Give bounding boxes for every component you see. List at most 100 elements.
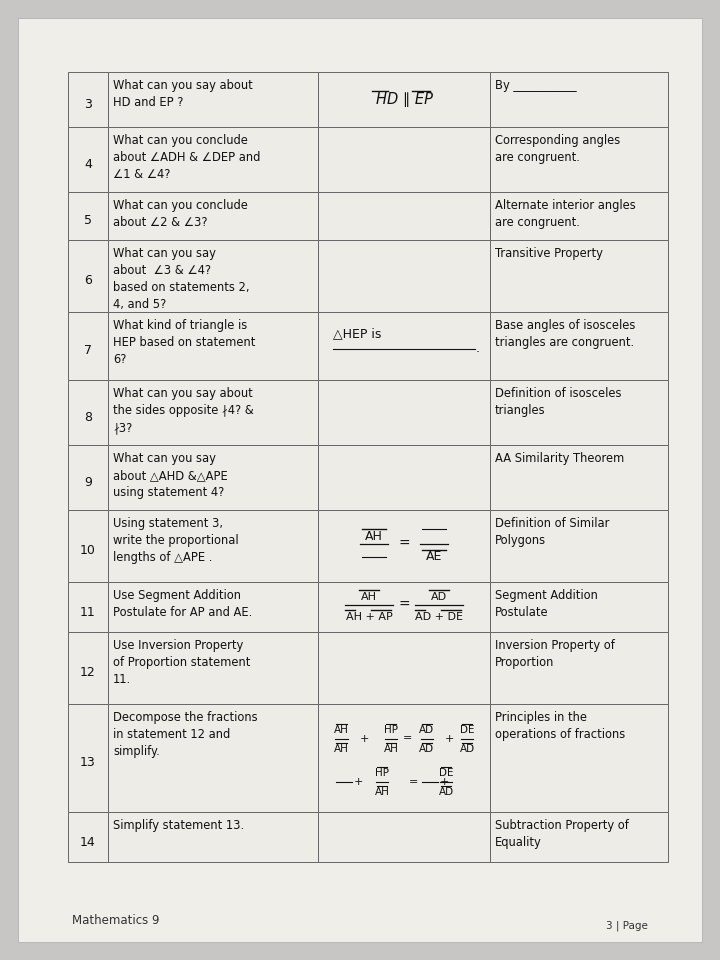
Text: 8: 8 [84,411,92,424]
Text: Simplify statement 13.: Simplify statement 13. [113,819,244,832]
Text: AD: AD [431,592,447,602]
Text: DE: DE [460,725,474,734]
Text: =: = [403,733,413,744]
Bar [318,192,490,240]
Bar [490,445,668,510]
Text: =: = [398,537,410,551]
Text: Using statement 3,
write the proportional
lengths of △APE .: Using statement 3, write the proportiona… [113,517,238,564]
Text: AH: AH [361,592,377,602]
Bar [108,72,318,127]
Text: Use Segment Addition
Postulate for AP and AE.: Use Segment Addition Postulate for AP an… [113,589,252,619]
Text: =: = [398,598,410,612]
Text: AD: AD [419,725,434,734]
Bar [68,632,108,704]
Text: 13: 13 [80,756,96,770]
Text: AE: AE [426,550,442,564]
Text: HP: HP [384,725,398,734]
Bar [318,510,490,582]
Bar [318,127,490,192]
Text: =: = [409,777,419,787]
Bar [68,192,108,240]
Bar [68,240,108,312]
Bar [318,445,490,510]
Text: +: + [354,777,363,787]
Bar [318,72,490,127]
Text: Decompose the fractions
in statement 12 and
simplify.: Decompose the fractions in statement 12 … [113,711,258,758]
Bar [108,632,318,704]
Text: AH: AH [384,744,398,754]
Bar [490,582,668,632]
Bar [68,510,108,582]
Bar [318,582,490,632]
Text: What can you conclude
about ∠2 & ∠3?: What can you conclude about ∠2 & ∠3? [113,199,248,229]
Bar [490,72,668,127]
Bar [108,445,318,510]
Bar [68,127,108,192]
Text: What can you say about
HD and EP ?: What can you say about HD and EP ? [113,79,253,109]
Text: +: + [359,733,369,744]
Text: 10: 10 [80,544,96,558]
Text: AH: AH [374,787,390,797]
Text: AD: AD [459,744,474,754]
Text: Definition of isosceles
triangles: Definition of isosceles triangles [495,387,621,417]
Bar [108,380,318,445]
Text: AD: AD [419,744,434,754]
Text: 6: 6 [84,275,92,287]
Bar [318,812,490,862]
Bar [490,380,668,445]
Text: AH: AH [334,725,348,734]
Text: By ___________: By ___________ [495,79,577,92]
Bar [318,312,490,380]
Text: Transitive Property: Transitive Property [495,247,603,260]
Bar [108,510,318,582]
Text: AA Similarity Theorem: AA Similarity Theorem [495,452,624,465]
Bar [318,240,490,312]
Bar [490,192,668,240]
Text: 14: 14 [80,835,96,849]
Text: Use Inversion Property
of Proportion statement
11.: Use Inversion Property of Proportion sta… [113,639,251,686]
Bar [108,812,318,862]
Text: 4: 4 [84,158,92,171]
Text: 3: 3 [84,98,92,111]
Bar [68,812,108,862]
Text: .: . [476,343,480,355]
Text: Segment Addition
Postulate: Segment Addition Postulate [495,589,598,619]
Bar [68,312,108,380]
Text: What kind of triangle is
HEP based on statement
6?: What kind of triangle is HEP based on st… [113,319,256,366]
Bar [318,704,490,812]
Bar [490,632,668,704]
Text: Principles in the
operations of fractions: Principles in the operations of fraction… [495,711,625,741]
Text: Alternate interior angles
are congruent.: Alternate interior angles are congruent. [495,199,636,229]
Text: HD ∥ EP: HD ∥ EP [376,92,433,107]
Text: Mathematics 9: Mathematics 9 [72,914,160,926]
Bar [108,312,318,380]
Text: AH + AP: AH + AP [346,612,392,622]
Text: +: + [445,733,454,744]
Bar [108,582,318,632]
Bar [318,632,490,704]
Bar [490,510,668,582]
Text: HP: HP [375,768,389,778]
Bar [108,127,318,192]
Text: Corresponding angles
are congruent.: Corresponding angles are congruent. [495,134,620,164]
Bar [490,812,668,862]
Text: What can you say about
the sides opposite ∤4? &
∤3?: What can you say about the sides opposit… [113,387,253,434]
Bar [68,445,108,510]
Text: 9: 9 [84,476,92,489]
Text: △HEP is: △HEP is [333,327,382,341]
Text: AH: AH [334,744,348,754]
Text: Definition of Similar
Polygons: Definition of Similar Polygons [495,517,609,547]
Bar [490,704,668,812]
Text: 5: 5 [84,214,92,228]
Bar [490,240,668,312]
Bar [68,582,108,632]
Bar [490,127,668,192]
Bar [108,192,318,240]
Text: 3 | Page: 3 | Page [606,921,648,931]
Text: 12: 12 [80,666,96,680]
Text: What can you say
about △AHD &△APE
using statement 4?: What can you say about △AHD &△APE using … [113,452,228,499]
Text: Inversion Property of
Proportion: Inversion Property of Proportion [495,639,615,669]
Text: +: + [439,777,449,787]
Text: AD + DE: AD + DE [415,612,463,622]
Bar [68,380,108,445]
